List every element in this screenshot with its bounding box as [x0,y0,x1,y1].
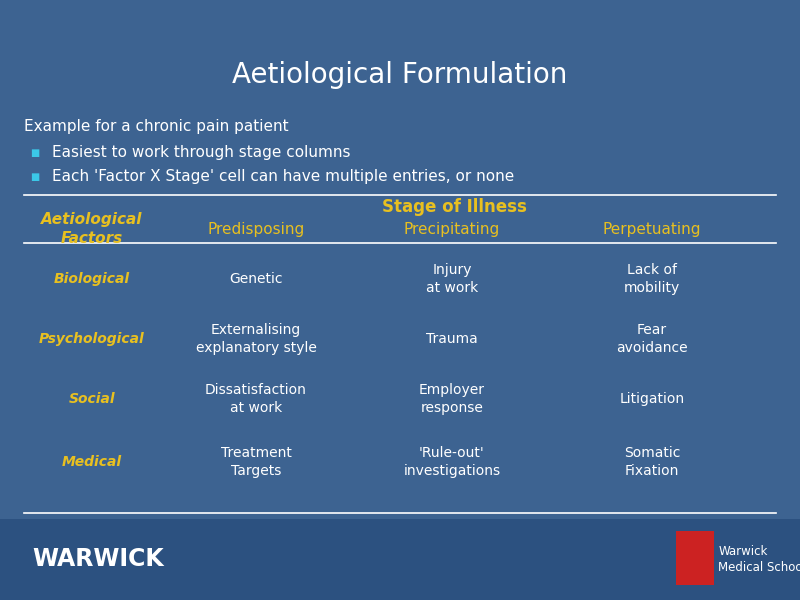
Text: Litigation: Litigation [619,392,685,406]
Text: WARWICK: WARWICK [32,547,164,571]
Text: Somatic
Fixation: Somatic Fixation [624,446,680,478]
Text: Lack of
mobility: Lack of mobility [624,263,680,295]
Text: Example for a chronic pain patient: Example for a chronic pain patient [24,118,289,133]
Text: Genetic: Genetic [230,272,282,286]
Text: Precipitating: Precipitating [404,221,500,236]
Text: Medical: Medical [62,455,122,469]
Text: Warwick
Medical School: Warwick Medical School [718,545,800,574]
Text: Aetiological Formulation: Aetiological Formulation [232,61,568,89]
Text: 'Rule-out'
investigations: 'Rule-out' investigations [403,446,501,478]
Text: Injury
at work: Injury at work [426,263,478,295]
Bar [676,531,714,585]
Text: Trauma: Trauma [426,332,478,346]
Text: ■: ■ [30,172,40,182]
Text: ■: ■ [30,148,40,158]
Text: Treatment
Targets: Treatment Targets [221,446,291,478]
Text: Employer
response: Employer response [419,383,485,415]
Text: Dissatisfaction
at work: Dissatisfaction at work [205,383,307,415]
Text: Psychological: Psychological [39,332,145,346]
Text: Each 'Factor X Stage' cell can have multiple entries, or none: Each 'Factor X Stage' cell can have mult… [52,169,514,185]
Text: Social: Social [69,392,115,406]
Text: Fear
avoidance: Fear avoidance [616,323,688,355]
Text: Easiest to work through stage columns: Easiest to work through stage columns [52,145,350,160]
Text: Externalising
explanatory style: Externalising explanatory style [195,323,317,355]
Text: Biological: Biological [54,272,130,286]
Bar [0,519,800,600]
Text: Aetiological
Factors: Aetiological Factors [42,212,142,246]
Text: Perpetuating: Perpetuating [602,221,702,236]
Text: Predisposing: Predisposing [207,221,305,236]
Text: Stage of Illness: Stage of Illness [382,198,526,216]
